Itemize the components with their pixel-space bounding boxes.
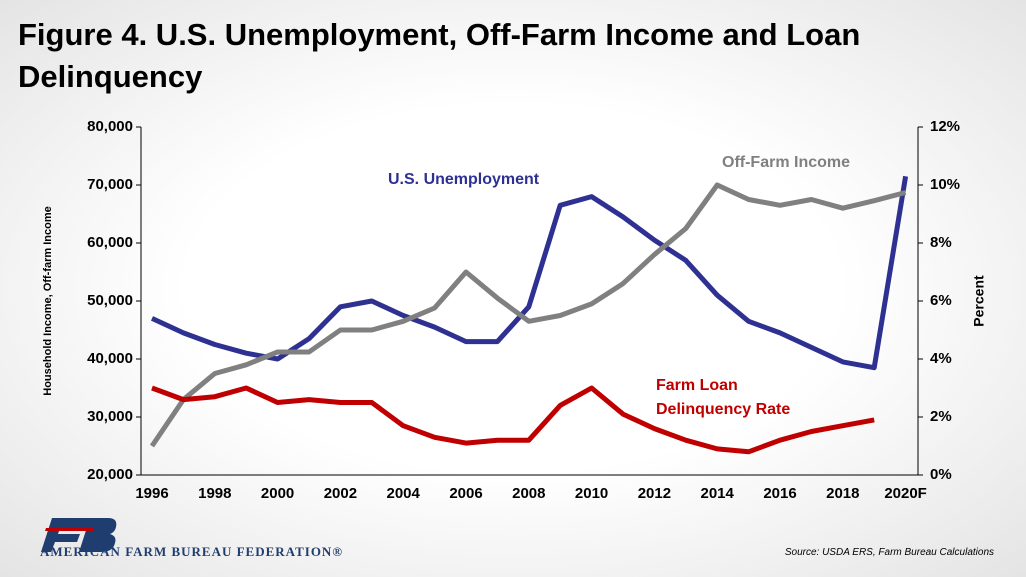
y2-tick-label: 0% [930, 466, 952, 483]
y2-axis-title: Percent [971, 275, 987, 327]
y2-tick-label: 10% [930, 176, 960, 193]
organization-name: AMERICAN FARM BUREAU FEDERATION® [40, 544, 344, 559]
y-tick-label: 80,000 [87, 118, 133, 135]
source-note: Source: USDA ERS, Farm Bureau Calculatio… [784, 547, 994, 558]
x-tick-label: 2006 [449, 485, 482, 502]
series-line [150, 175, 909, 371]
x-tick-label: 2004 [387, 485, 421, 502]
y2-tick-label: 8% [930, 234, 952, 251]
x-tick-label: 2000 [261, 485, 294, 502]
y2-tick-label: 4% [930, 350, 952, 367]
chart-title: Figure 4. U.S. Unemployment, Off-Farm In… [18, 17, 861, 94]
series-label: Farm Loan Delinquency Rate [656, 377, 791, 418]
x-tick-label: 2014 [701, 485, 735, 502]
x-tick-label: 2010 [575, 485, 608, 502]
series-line [149, 182, 907, 448]
x-tick-label: 2002 [324, 485, 357, 502]
logo [41, 518, 117, 552]
x-tick-label: 1998 [198, 485, 231, 502]
x-tick-label: 2018 [826, 485, 859, 502]
y2-tick-label: 6% [930, 292, 952, 309]
x-tick-label: 2016 [763, 485, 796, 502]
y-tick-label: 70,000 [87, 176, 133, 193]
y-tick-label: 30,000 [87, 408, 133, 425]
y-axis-title: Household Income, Off-farm Income [42, 206, 54, 395]
series-label: Off-Farm Income [722, 154, 851, 171]
y-tick-label: 50,000 [87, 292, 133, 309]
series-label: U.S. Unemployment [388, 171, 540, 188]
series-line [151, 385, 875, 455]
x-tick-label: 2008 [512, 485, 545, 502]
x-tick-label: 2020F [884, 485, 927, 502]
y-tick-label: 40,000 [87, 350, 133, 367]
y2-tick-label: 12% [930, 118, 960, 135]
x-tick-label: 2012 [638, 485, 671, 502]
y2-tick-label: 2% [930, 408, 952, 425]
y-tick-label: 60,000 [87, 234, 133, 251]
y-tick-label: 20,000 [87, 466, 133, 483]
x-tick-label: 1996 [135, 485, 168, 502]
